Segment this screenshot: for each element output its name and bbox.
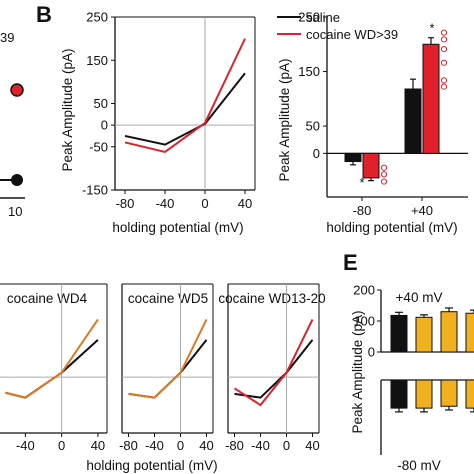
iv-ytick-label: -150 <box>82 183 108 198</box>
bar-ytick-label: 150 <box>298 64 320 79</box>
bar-data-point <box>380 178 388 185</box>
legend: saline cocaine WD>39 <box>277 10 398 42</box>
panel-d-wd13-20-title: cocaine WD13-20 <box>218 291 325 306</box>
d-series-saline-line <box>128 339 208 399</box>
e-bar <box>465 379 474 409</box>
e-bar <box>465 312 474 353</box>
panel-e-ylabel: Peak Amplitude (pA) <box>350 310 365 433</box>
iv-ytick-label: -50 <box>89 139 108 154</box>
iv-xtick-label: 40 <box>238 196 252 211</box>
d-series-cocaine-line <box>233 318 314 407</box>
d-xtick-label: -40 <box>145 438 164 453</box>
panel-b-iv-plot: Peak Amplitude (pA) holding potential (m… <box>60 10 256 235</box>
e-bar <box>390 314 408 353</box>
d-xtick-label: 0 <box>283 438 290 453</box>
panel-e-bar-plot: +40 mV -80 mV Peak Amplitude (pA) 200 100… <box>350 283 474 473</box>
d-xtick-label: -80 <box>119 438 138 453</box>
e-bar <box>390 379 408 409</box>
bar-data-point <box>380 164 388 171</box>
panel-d-wd4-title: cocaine WD4 <box>7 291 88 306</box>
bar-data-point <box>380 171 388 178</box>
e-ytick-label: 100 <box>353 314 375 329</box>
d-xtick-label: -80 <box>225 438 244 453</box>
bar-ytick-label: 250 <box>298 10 320 25</box>
bar-significance-star: * <box>429 20 434 35</box>
bar-ytick-label: 50 <box>306 119 320 134</box>
legend-cocaine-label: cocaine WD>39 <box>306 27 398 42</box>
e-ytick-label: 200 <box>353 283 375 298</box>
bar-data-point <box>440 45 448 53</box>
panel-e-bottom-label: -80 mV <box>397 458 441 473</box>
bar-saline <box>404 88 422 154</box>
e-bar <box>440 379 458 407</box>
bar-saline <box>344 152 362 163</box>
d-xtick-label: 0 <box>177 438 184 453</box>
panel-d-wd5-plot: cocaine WD5 holding potential (mV) -80 -4… <box>86 283 218 473</box>
d-series-cocaine-line <box>128 318 208 399</box>
panel-b-iv-xlabel: holding potential (mV) <box>112 220 243 235</box>
panel-letter-e: E <box>343 250 358 275</box>
panel-letter-b: B <box>36 2 52 27</box>
panel-b-iv-ylabel: Peak Amplitude (pA) <box>60 48 75 171</box>
d-xtick-label: 40 <box>91 438 105 453</box>
d-xtick-label: 40 <box>199 438 213 453</box>
iv-xtick-label: -80 <box>116 196 135 211</box>
bar-data-point <box>440 36 448 43</box>
bar-data-point <box>440 83 448 90</box>
bar-data-point <box>440 29 448 36</box>
e-ytick-label: 0 <box>368 345 375 360</box>
panel-b-bar-plot: Peak Amplitude (pA) holding potential (m… <box>277 10 468 235</box>
bar-data-point <box>440 59 448 66</box>
panel-b-bar-xlabel: holding potential (mV) <box>326 220 457 235</box>
panel-a-red-marker <box>10 83 24 97</box>
d-xtick-label: -40 <box>16 438 35 453</box>
legend-saline-label: saline <box>306 10 340 25</box>
iv-xtick-label: 0 <box>201 196 208 211</box>
e-bar <box>415 316 433 353</box>
panel-d-wd4-plot: cocaine WD4 -40 0 40 <box>0 283 108 453</box>
bar-xtick-label: +40 <box>411 203 433 218</box>
panel-d-wd5-title: cocaine WD5 <box>128 291 208 306</box>
bar-xtick-label: -80 <box>353 203 372 218</box>
d-series-cocaine-line <box>5 318 99 399</box>
panel-d-xlabel: holding potential (mV) <box>86 458 217 473</box>
e-bar <box>415 379 433 409</box>
e-bar <box>440 311 458 353</box>
d-series-saline-line <box>5 339 99 399</box>
panel-d-wd13-20-plot: cocaine WD13-20 -80 -40 0 40 <box>218 283 326 453</box>
d-xtick-label: 0 <box>58 438 65 453</box>
panel-a-partial-label: 39 <box>0 30 14 45</box>
iv-series-saline-line <box>124 72 246 146</box>
iv-ytick-label: 50 <box>94 96 108 111</box>
iv-ytick-label: 250 <box>86 10 108 25</box>
bar-ytick-label: 0 <box>313 146 320 161</box>
iv-xtick-label: -40 <box>156 196 175 211</box>
bar-data-point <box>440 77 448 84</box>
bar-cocaine <box>362 152 380 179</box>
iv-ytick-label: 0 <box>101 118 108 133</box>
panel-b-bar-ylabel: Peak Amplitude (pA) <box>277 58 292 181</box>
iv-series-cocaine-line <box>124 38 246 154</box>
panel-a-fragment: 39 10 <box>0 30 25 219</box>
bar-significance-star: * <box>359 175 364 190</box>
bar-cocaine <box>422 43 440 154</box>
panel-a-tick: 10 <box>8 204 22 219</box>
d-xtick-label: 40 <box>305 438 319 453</box>
d-xtick-label: -40 <box>251 438 270 453</box>
panel-e-top-label: +40 mV <box>396 290 443 305</box>
iv-ytick-label: 150 <box>86 53 108 68</box>
